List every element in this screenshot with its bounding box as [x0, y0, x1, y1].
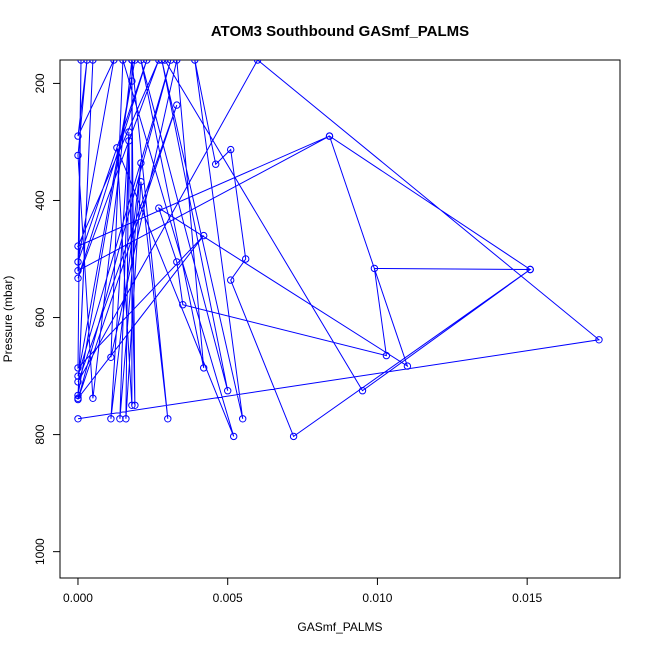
y-tick-label: 1000 — [33, 538, 47, 565]
data-point — [74, 372, 82, 380]
data-point — [128, 60, 136, 64]
x-tick-label: 0.000 — [63, 591, 93, 605]
x-axis-label: GASmf_PALMS — [297, 620, 382, 634]
data-point — [191, 60, 199, 64]
data-point — [164, 415, 172, 423]
data-point — [227, 145, 235, 154]
data-point — [74, 267, 82, 275]
data-point — [128, 401, 136, 409]
data-point — [74, 394, 82, 402]
series-group — [74, 60, 603, 441]
data-point — [107, 353, 115, 361]
data-point — [155, 204, 163, 212]
data-point — [83, 60, 91, 64]
plot-frame — [59, 59, 621, 579]
data-point — [107, 415, 115, 423]
data-point — [122, 415, 130, 423]
data-point — [161, 60, 169, 64]
data-point — [74, 258, 82, 266]
data-point — [382, 351, 391, 360]
data-point — [74, 378, 82, 386]
y-tick-label: 200 — [33, 73, 47, 93]
x-tick-label: 0.015 — [512, 591, 542, 605]
y-tick-label: 400 — [33, 190, 47, 210]
x-axis: 0.000 0.005 0.010 0.015 — [63, 578, 543, 605]
y-axis-label: Pressure (mbar) — [1, 276, 15, 363]
y-axis: 200 400 600 800 1000 — [33, 73, 60, 565]
data-point — [137, 159, 145, 167]
data-point — [74, 274, 82, 282]
data-point — [595, 336, 603, 344]
data-point — [125, 128, 133, 136]
x-tick-label: 0.005 — [213, 591, 243, 605]
series-line — [77, 60, 601, 438]
data-point — [173, 60, 181, 64]
data-point — [227, 276, 235, 284]
data-point — [167, 60, 175, 64]
plot-area — [74, 60, 603, 441]
data-point — [370, 264, 379, 273]
data-point — [253, 60, 262, 64]
data-point — [137, 60, 145, 64]
data-point — [74, 132, 82, 140]
y-tick-label: 800 — [33, 424, 47, 444]
data-point — [325, 132, 334, 140]
data-point — [137, 178, 145, 186]
data-point — [358, 387, 367, 395]
data-point — [242, 255, 250, 263]
data-point — [110, 60, 118, 64]
data-point — [131, 401, 139, 409]
data-point — [158, 60, 166, 64]
chart-title: ATOM3 Southbound GASmf_PALMS — [211, 23, 469, 40]
y-tick-label: 600 — [33, 307, 47, 327]
data-point — [89, 394, 97, 402]
data-point — [173, 258, 181, 266]
data-point — [74, 151, 82, 160]
data-point — [74, 391, 82, 400]
data-point — [403, 362, 412, 370]
data-point — [212, 160, 220, 168]
data-point — [113, 144, 121, 152]
data-point — [125, 137, 133, 145]
data-point — [74, 364, 82, 372]
data-point — [239, 415, 247, 423]
data-point — [173, 101, 181, 109]
data-point — [155, 60, 163, 64]
data-point — [128, 77, 136, 85]
data-point — [289, 432, 298, 441]
data-point — [230, 432, 238, 441]
data-point — [74, 242, 82, 250]
data-point — [89, 60, 97, 64]
data-point — [526, 265, 534, 274]
data-point — [179, 301, 187, 309]
data-point — [77, 60, 85, 64]
data-point — [143, 60, 151, 64]
data-point — [131, 60, 139, 64]
data-point — [224, 387, 232, 395]
x-tick-label: 0.010 — [362, 591, 392, 605]
data-point — [74, 415, 82, 423]
data-point — [119, 60, 127, 64]
data-point — [200, 364, 208, 372]
data-point — [200, 231, 208, 240]
